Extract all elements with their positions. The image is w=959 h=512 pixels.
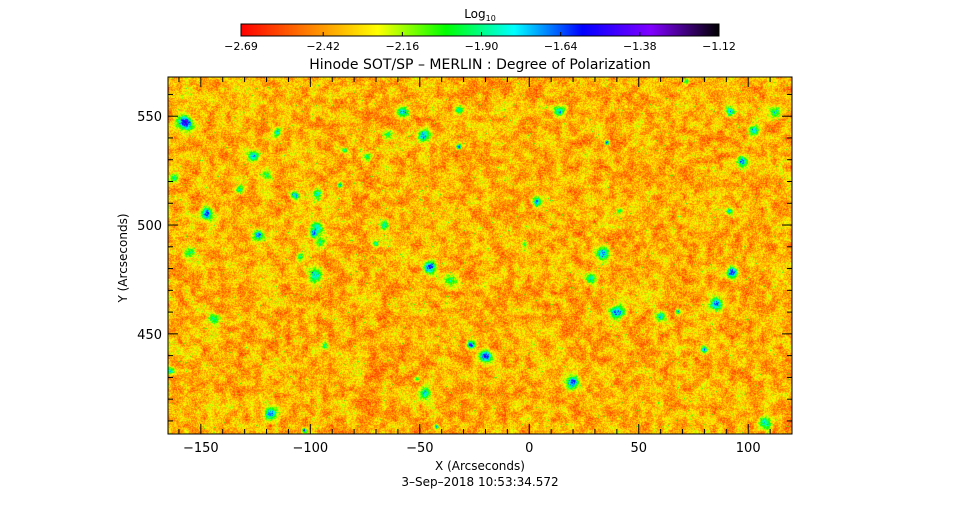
colorbar-tick-label: −2.16	[386, 40, 420, 53]
plot-frame	[167, 76, 793, 435]
colorbar-ticks: −2.69 −2.42 −2.16 −1.90 −1.64 −1.38 −1.12	[224, 32, 736, 53]
colorbar-tick-label: −1.12	[702, 40, 736, 53]
colorbar-tick-label: −2.69	[224, 40, 258, 53]
polarization-heatmap-image	[168, 77, 792, 434]
colorbar-tick-label: −1.90	[465, 40, 499, 53]
y-tick-label: 500	[137, 219, 162, 234]
colorbar-tick-label: −2.42	[306, 40, 340, 53]
y-axis-label: Y (Arcseconds)	[116, 213, 130, 303]
colorbar-tick-label: −1.64	[544, 40, 578, 53]
x-tick-label: −100	[292, 441, 328, 456]
x-axis-label: X (Arcseconds)	[435, 459, 525, 473]
y-axis: 450 500 550	[137, 93, 792, 422]
colorbar-label: Log10	[464, 7, 496, 23]
y-tick-label: 550	[137, 110, 162, 125]
x-tick-label: −50	[406, 441, 433, 456]
x-tick-label: 50	[630, 441, 647, 456]
x-tick-label: 0	[525, 441, 533, 456]
x-tick-label: −150	[183, 441, 219, 456]
y-tick-label: 450	[137, 328, 162, 343]
x-tick-label: 100	[736, 441, 761, 456]
x-axis: −150 −100 −50 0 50 100	[178, 77, 793, 456]
colorbar-tick-label: −1.38	[623, 40, 657, 53]
colorbar	[240, 23, 720, 37]
timestamp: 3–Sep–2018 10:53:34.572	[401, 475, 558, 489]
chart-title: Hinode SOT/SP – MERLIN : Degree of Polar…	[309, 57, 651, 73]
